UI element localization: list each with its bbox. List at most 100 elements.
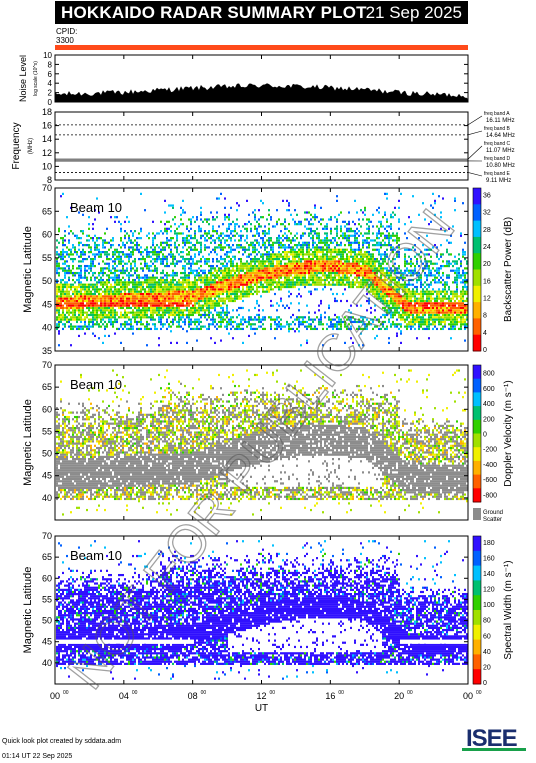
heatmap-cell — [138, 313, 140, 317]
heatmap-cell — [274, 255, 276, 258]
heatmap-cell — [336, 248, 338, 251]
heatmap-cell — [350, 327, 352, 331]
heatmap-cell — [228, 283, 230, 286]
heatmap-cell — [64, 295, 66, 298]
heatmap-cell — [260, 246, 262, 249]
heatmap-cell — [70, 257, 72, 261]
heatmap-cell — [384, 281, 386, 284]
heatmap-cell — [150, 297, 152, 300]
heatmap-cell — [254, 306, 256, 310]
heatmap-cell — [240, 292, 242, 296]
heatmap-cell — [98, 281, 100, 284]
heatmap-cell — [352, 264, 354, 268]
heatmap-cell — [136, 295, 138, 298]
heatmap-cell — [222, 246, 224, 249]
heatmap-cell — [100, 306, 102, 310]
heatmap-cell — [138, 299, 140, 303]
heatmap-cell — [258, 251, 260, 254]
heatmap-cell — [320, 223, 322, 226]
heatmap-cell — [144, 297, 146, 300]
heatmap-cell — [294, 223, 296, 226]
heatmap-cell — [182, 311, 184, 314]
heatmap-cell — [296, 253, 298, 256]
heatmap-cell — [82, 292, 84, 296]
heatmap-cell — [340, 267, 342, 270]
heatmap-cell — [102, 244, 104, 247]
heatmap-cell — [74, 316, 76, 319]
heatmap-cell — [384, 276, 386, 279]
heatmap-cell — [268, 288, 270, 291]
heatmap-cell — [120, 297, 122, 300]
heatmap-cell — [114, 316, 116, 319]
heatmap-cell — [68, 276, 70, 279]
heatmap-cell — [310, 271, 312, 275]
heatmap-cell — [192, 269, 194, 272]
heatmap-cell — [310, 278, 312, 282]
heatmap-cell — [360, 232, 362, 235]
heatmap-cell — [194, 220, 196, 223]
heatmap-cell — [280, 255, 282, 258]
heatmap-cell — [286, 262, 288, 265]
heatmap-cell — [90, 292, 92, 296]
heatmap-cell — [168, 244, 170, 247]
heatmap-cell — [354, 232, 356, 235]
noise-x-ticks — [54, 55, 469, 102]
heatmap-cell — [98, 299, 100, 303]
heatmap-cell — [88, 227, 90, 230]
heatmap-cell — [112, 285, 114, 289]
heatmap-cell — [204, 292, 206, 296]
heatmap-cell — [188, 274, 190, 277]
heatmap-cell — [102, 295, 104, 298]
heatmap-cell — [236, 290, 238, 293]
heatmap-cell — [398, 299, 400, 303]
heatmap-cell — [236, 297, 238, 300]
heatmap-cell — [404, 264, 406, 268]
heatmap-cell — [280, 253, 282, 256]
heatmap-cell — [220, 255, 222, 258]
heatmap-cell — [390, 323, 392, 326]
heatmap-cell — [136, 316, 138, 319]
heatmap-cell — [268, 241, 270, 244]
heatmap-cell — [66, 281, 68, 284]
heatmap-cell — [116, 327, 118, 331]
heatmap-cell — [114, 332, 116, 335]
heatmap-cell — [128, 276, 130, 279]
heatmap-cell — [62, 283, 64, 286]
heatmap-cell — [138, 327, 140, 331]
heatmap-cell — [94, 276, 96, 279]
heatmap-cell — [338, 257, 340, 261]
heatmap-cell — [188, 262, 190, 265]
heatmap-cell — [56, 239, 58, 242]
heatmap-cell — [76, 295, 78, 298]
heatmap-cell — [136, 274, 138, 277]
heatmap-cell — [288, 202, 290, 205]
heatmap-cell — [380, 223, 382, 226]
heatmap-cell — [320, 302, 322, 305]
heatmap-cell — [184, 211, 186, 214]
heatmap-cell — [214, 274, 216, 277]
heatmap-cell — [230, 320, 232, 324]
heatmap-cell — [380, 269, 382, 272]
heatmap-cell — [258, 320, 260, 324]
heatmap-cell — [74, 274, 76, 277]
heatmap-cell — [330, 325, 332, 328]
heatmap-cell — [140, 237, 142, 240]
heatmap-cell — [152, 306, 154, 310]
heatmap-cell — [200, 244, 202, 247]
heatmap-cell — [120, 281, 122, 284]
y-tick-label: 8 — [48, 60, 53, 69]
heatmap-cell — [390, 306, 392, 310]
heatmap-cell — [108, 257, 110, 261]
heatmap-cell — [196, 325, 198, 328]
heatmap-cell — [154, 327, 156, 331]
heatmap-cell — [144, 295, 146, 298]
heatmap-cell — [80, 327, 82, 331]
heatmap-cell — [332, 255, 334, 258]
heatmap-cell — [88, 246, 90, 249]
heatmap-cell — [64, 260, 66, 263]
heatmap-cell — [232, 299, 234, 303]
heatmap-cell — [192, 260, 194, 263]
heatmap-cell — [146, 253, 148, 256]
heatmap-cell — [210, 288, 212, 291]
heatmap-cell — [288, 230, 290, 233]
